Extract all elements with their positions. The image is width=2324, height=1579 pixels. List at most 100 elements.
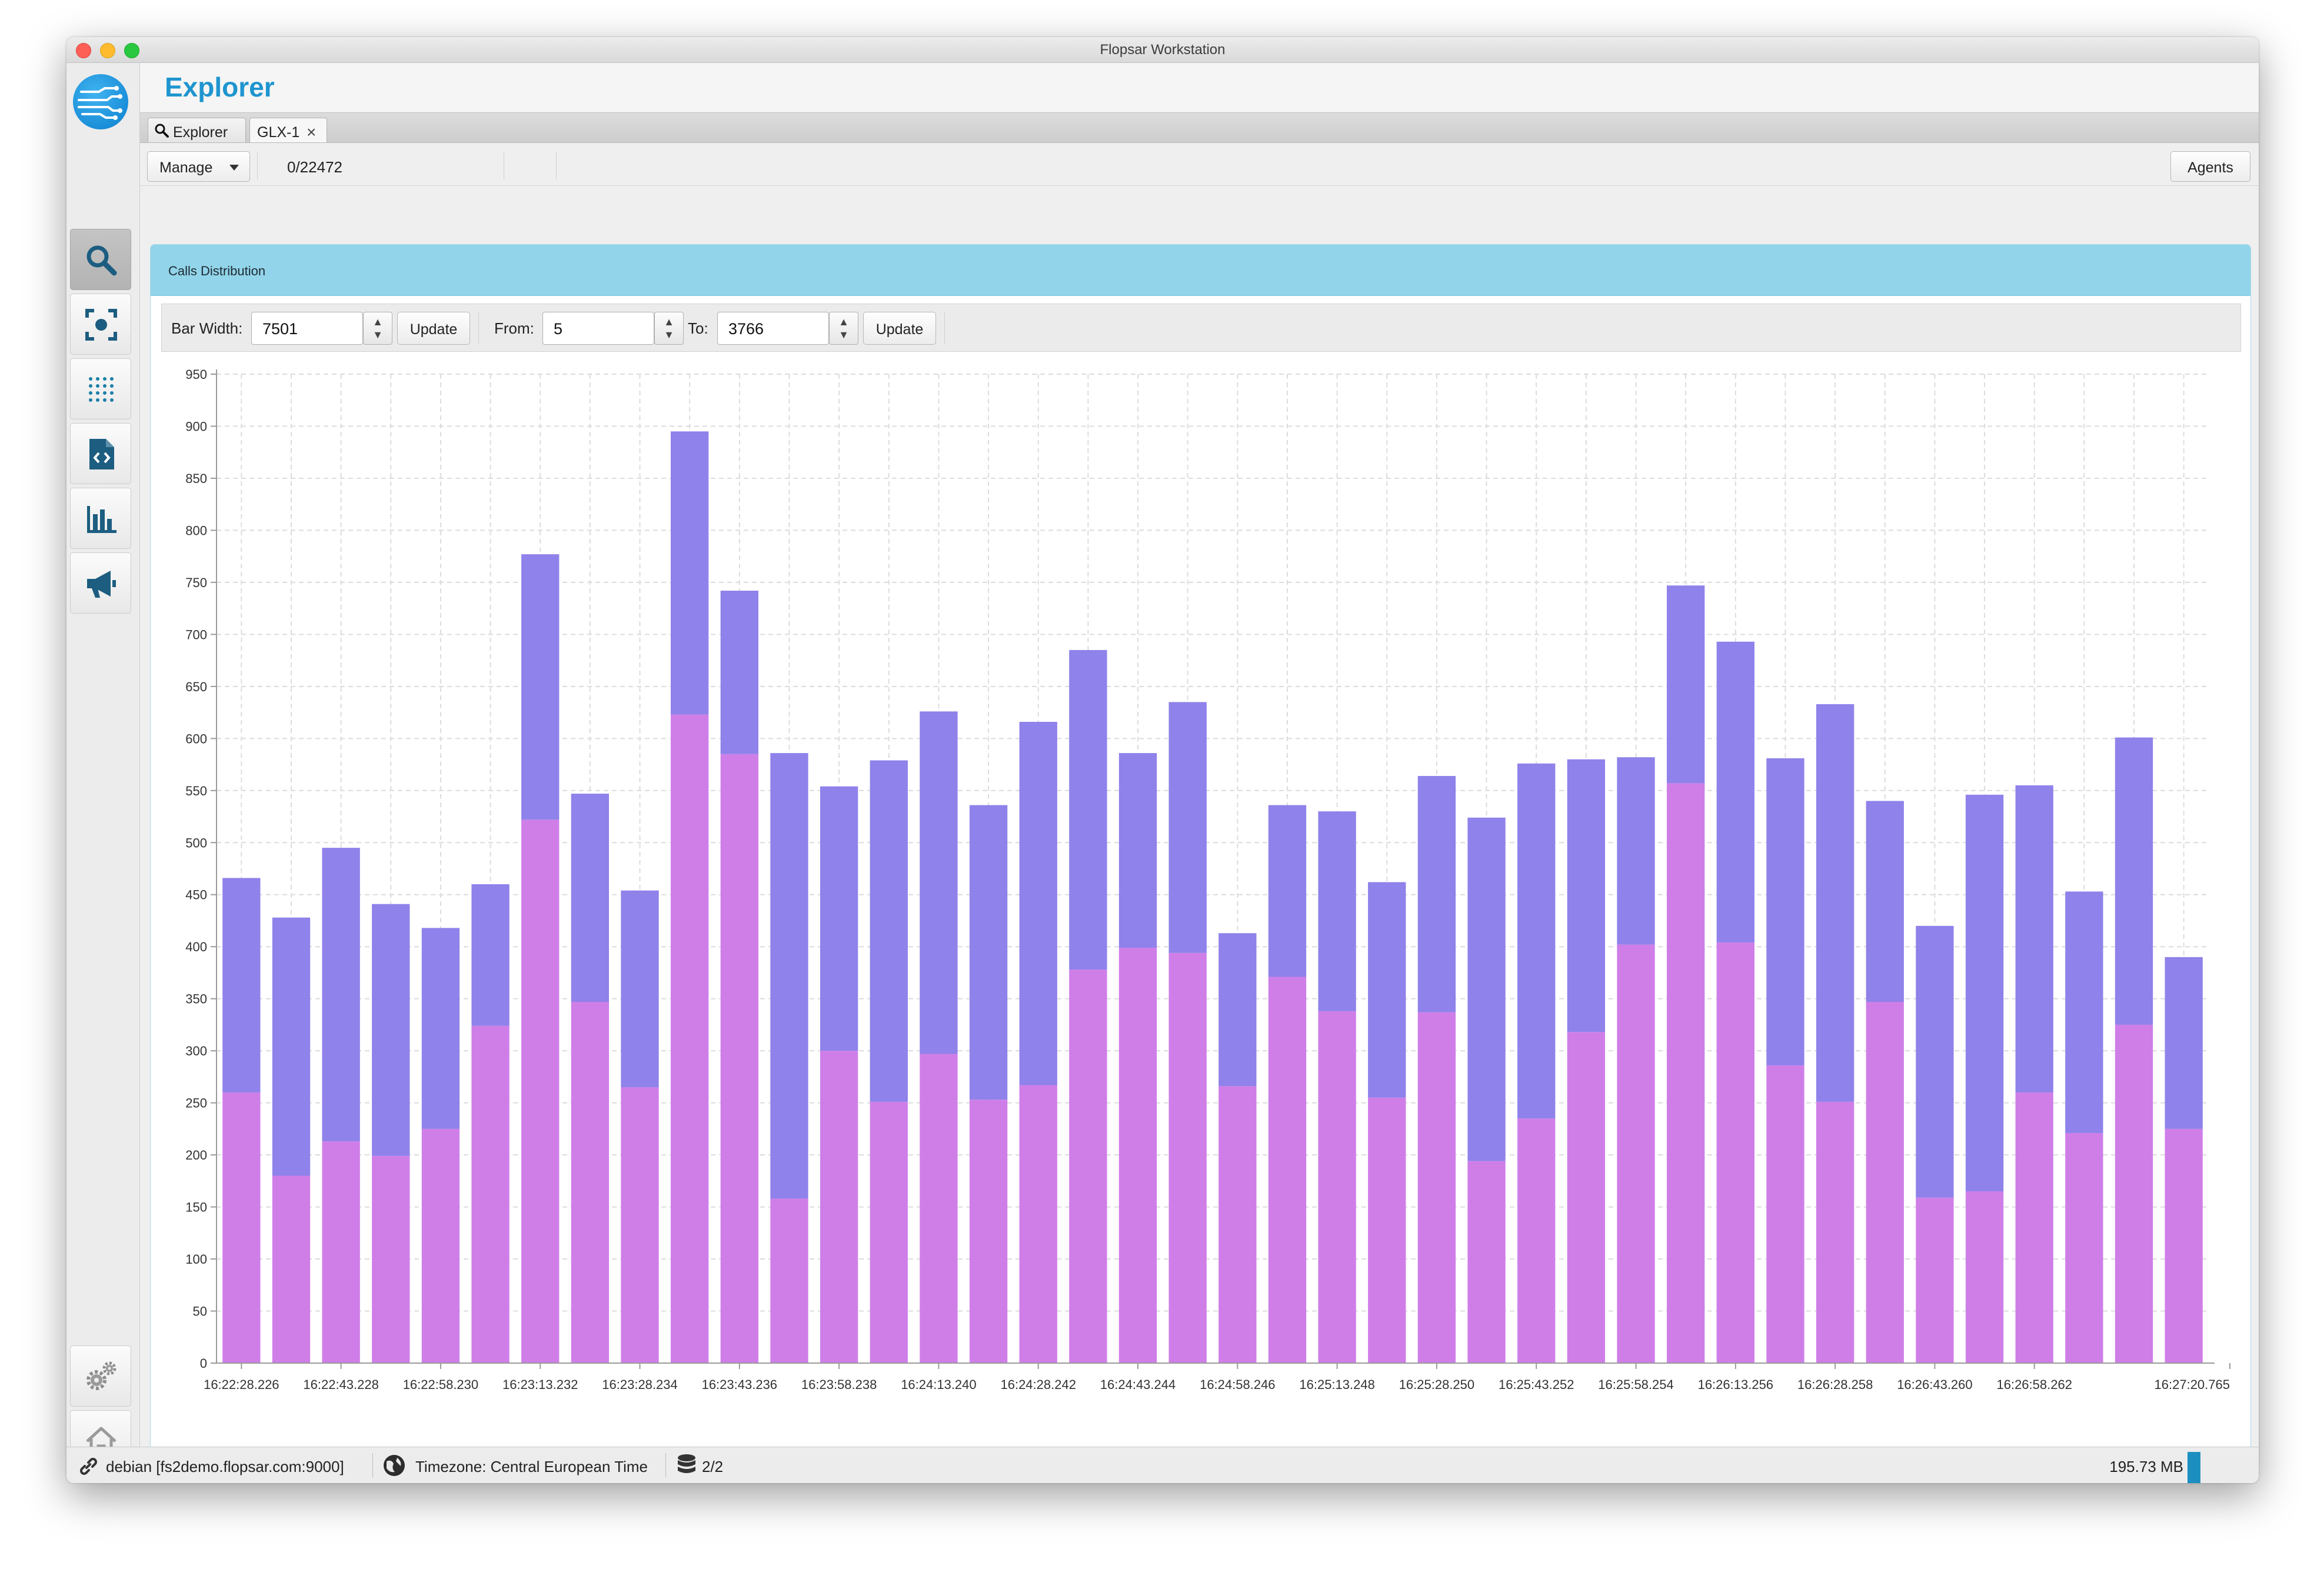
bar-segment-top — [421, 928, 460, 1129]
x-tick-label: 16:22:43.228 — [303, 1377, 378, 1392]
y-tick-label: 600 — [185, 731, 207, 746]
x-tick-label: 16:25:28.250 — [1399, 1377, 1474, 1392]
bar-segment-top — [1268, 805, 1307, 977]
bar-segment-top — [272, 917, 311, 1176]
y-tick-label: 100 — [185, 1252, 207, 1267]
from-stepper[interactable]: ▲ ▼ — [654, 312, 684, 345]
timezone-status: Timezone: Central European Time — [415, 1458, 648, 1475]
bar-segment-top — [671, 431, 709, 715]
memory-usage: 195.73 MB — [2109, 1458, 2183, 1475]
tab-explorer[interactable]: Explorer — [148, 118, 246, 142]
minimize-window-button[interactable] — [100, 43, 115, 58]
bar-segment-top — [621, 890, 659, 1088]
y-tick-label: 50 — [193, 1304, 207, 1319]
nav-announce-button[interactable] — [70, 552, 131, 614]
bar-segment-top — [471, 884, 510, 1026]
bar-segment-bottom — [1218, 1086, 1257, 1363]
bar-segment-top — [2115, 737, 2153, 1025]
bar-segment-top — [870, 760, 908, 1102]
tab-strip: Explorer GLX-1 × — [140, 112, 2259, 143]
bar-segment-bottom — [421, 1128, 460, 1363]
bar-segment-bottom — [1118, 947, 1157, 1363]
x-tick-label: 16:26:13.256 — [1698, 1377, 1773, 1392]
nav-focus-button[interactable] — [70, 294, 131, 355]
bar-segment-bottom — [820, 1051, 858, 1363]
bar-segment-bottom — [322, 1141, 360, 1363]
globe-icon — [384, 1455, 405, 1476]
bar-segment-bottom — [571, 1001, 610, 1363]
tab-explorer-label: Explorer — [173, 124, 228, 141]
bar-segment-top — [1517, 763, 1556, 1119]
x-tick-label: 16:24:43.244 — [1100, 1377, 1176, 1392]
to-stepper[interactable]: ▲ ▼ — [829, 312, 858, 345]
bar-segment-top — [1617, 757, 1655, 945]
y-tick-label: 650 — [185, 679, 207, 694]
nav-code-button[interactable] — [70, 423, 131, 484]
call-count: 0/22472 — [287, 158, 342, 176]
x-tick-label: 16:24:58.246 — [1200, 1377, 1275, 1392]
bar-segment-top — [322, 848, 360, 1142]
bar-segment-bottom — [1069, 970, 1107, 1363]
agents-button[interactable]: Agents — [2170, 151, 2250, 182]
from-input[interactable]: 5 — [542, 312, 654, 345]
app-window: Flopsar Workstation — [66, 37, 2259, 1483]
stepper-up-icon: ▲ — [372, 316, 383, 328]
bar-segment-bottom — [2015, 1092, 2053, 1363]
bar-segment-top — [1667, 585, 1705, 784]
bar-width-update-button[interactable]: Update — [397, 312, 470, 345]
bar-segment-bottom — [1866, 1001, 1904, 1363]
bar-segment-bottom — [770, 1198, 808, 1363]
calls-distribution-panel: Calls Distribution Bar Width: 7501 ▲ ▼ U… — [150, 244, 2251, 1474]
nav-settings-button[interactable] — [70, 1345, 131, 1407]
x-tick-label: 16:24:28.242 — [1000, 1377, 1076, 1392]
maximize-window-button[interactable] — [124, 43, 139, 58]
tab-glx-1[interactable]: GLX-1 × — [249, 118, 327, 142]
bar-segment-top — [1368, 882, 1406, 1098]
bar-segment-bottom — [1716, 942, 1754, 1363]
bar-segment-top — [521, 554, 560, 820]
manage-dropdown[interactable]: Manage — [147, 151, 250, 182]
y-tick-label: 300 — [185, 1044, 207, 1058]
bar-width-label: Bar Width: — [171, 319, 243, 337]
close-tab-icon[interactable]: × — [307, 123, 317, 141]
app-logo — [73, 74, 128, 129]
bar-segment-bottom — [272, 1175, 311, 1363]
bar-width-stepper[interactable]: ▲ ▼ — [363, 312, 392, 345]
content-area: Calls Distribution Bar Width: 7501 ▲ ▼ U… — [140, 186, 2259, 1474]
memory-bar — [2188, 1452, 2200, 1483]
bar-segment-top — [1916, 925, 1954, 1198]
bar-segment-bottom — [372, 1155, 410, 1363]
stepper-down-icon: ▼ — [664, 329, 674, 341]
database-icon — [678, 1454, 695, 1473]
bar-segment-bottom — [1168, 952, 1207, 1363]
nav-explorer-button[interactable] — [70, 229, 131, 290]
x-tick-label: 16:25:13.248 — [1299, 1377, 1374, 1392]
bar-segment-top — [372, 904, 410, 1156]
y-tick-label: 550 — [185, 784, 207, 798]
y-tick-label: 200 — [185, 1148, 207, 1162]
bar-segment-bottom — [1617, 944, 1655, 1363]
bar-segment-bottom — [1368, 1097, 1406, 1363]
link-icon — [80, 1458, 97, 1475]
bar-segment-bottom — [720, 754, 758, 1363]
close-window-button[interactable] — [76, 43, 91, 58]
nav-dots-button[interactable] — [70, 358, 131, 419]
bar-segment-top — [1965, 794, 2004, 1192]
bar-width-input[interactable]: 7501 — [251, 312, 363, 345]
y-tick-label: 850 — [185, 471, 207, 486]
x-tick-label: 16:23:43.236 — [702, 1377, 777, 1392]
bar-segment-top — [1019, 722, 1057, 1085]
bar-segment-bottom — [920, 1054, 958, 1363]
x-tick-label: 16:24:13.240 — [901, 1377, 976, 1392]
nav-chart-button[interactable] — [70, 488, 131, 549]
x-tick-label: 16:23:13.232 — [502, 1377, 578, 1392]
focus-icon — [85, 309, 117, 341]
range-update-button[interactable]: Update — [863, 312, 936, 345]
bar-segment-top — [1118, 753, 1157, 948]
y-tick-label: 0 — [200, 1356, 207, 1371]
bar-segment-bottom — [2165, 1128, 2203, 1363]
from-label: From: — [494, 319, 534, 337]
stepper-up-icon: ▲ — [838, 316, 849, 328]
settings-gears-icon — [86, 1361, 116, 1390]
to-input[interactable]: 3766 — [717, 312, 829, 345]
